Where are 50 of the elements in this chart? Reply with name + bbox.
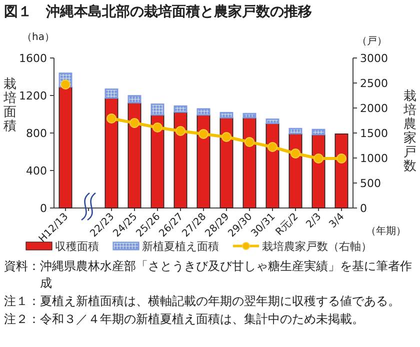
text: 注１：夏植え新植面積は、横軸記載の年期の翌年期に収穫する値である。 (4, 294, 400, 308)
y-tick-label: 1600 (19, 52, 47, 65)
bar (242, 118, 256, 208)
point (268, 142, 278, 152)
bar (266, 123, 280, 208)
point (176, 126, 186, 136)
point (198, 129, 208, 139)
point (336, 154, 346, 164)
bar (128, 102, 142, 208)
chart-title: 図１ 沖縄本島北部の栽培面積と農家戸数の推移 (4, 3, 312, 20)
legend-label: 収穫面積 (55, 240, 99, 253)
bar (174, 112, 188, 208)
x-tick-label: 3/4 (327, 211, 347, 230)
point (314, 154, 324, 164)
text: （戸） (357, 36, 387, 47)
y2-tick-label: 0 (360, 202, 367, 215)
bar (312, 134, 326, 208)
bar (150, 114, 164, 208)
bar (334, 134, 348, 208)
y-axis-title: 栽培面積 (2, 77, 16, 134)
y2-tick-label: 1000 (360, 152, 388, 165)
bar (288, 134, 302, 208)
bar (220, 118, 234, 208)
x-tick-label: R元/2 (274, 211, 301, 238)
text: （年期） (366, 225, 406, 237)
y-tick-label: 400 (26, 164, 47, 178)
x-tick-label: 2/3 (304, 211, 324, 230)
bar (104, 98, 118, 208)
text: （ha） (22, 32, 54, 43)
y2-tick-label: 1500 (360, 127, 388, 140)
point (106, 114, 116, 124)
y2-tick-label: 3000 (360, 52, 388, 65)
point (152, 122, 162, 132)
legend-label: 新植夏植え面積 (142, 240, 219, 253)
point (222, 132, 232, 142)
y2-tick-label: 2500 (360, 77, 388, 90)
legend-label: 栽培農家戸数（右軸） (262, 240, 372, 253)
y2-tick-label: 2000 (360, 102, 388, 115)
y-tick-label: 800 (26, 127, 47, 140)
point (130, 118, 140, 128)
bar (58, 86, 72, 208)
y2-axis-title: 栽培農家戸数 (402, 89, 416, 174)
point (244, 137, 254, 147)
text: 注２：令和３／４年期の新植夏植え面積は、集計中のため未掲載。 (4, 312, 364, 326)
bar (196, 114, 210, 208)
y-tick-label: 0 (40, 202, 47, 215)
y2-tick-label: 500 (360, 177, 381, 190)
point (290, 148, 300, 158)
text: 資料：沖縄県農林水産部「さとうきび及び甘しゃ糖生産実績」を基に筆者作成 (4, 259, 412, 290)
y-tick-label: 1200 (19, 90, 47, 102)
